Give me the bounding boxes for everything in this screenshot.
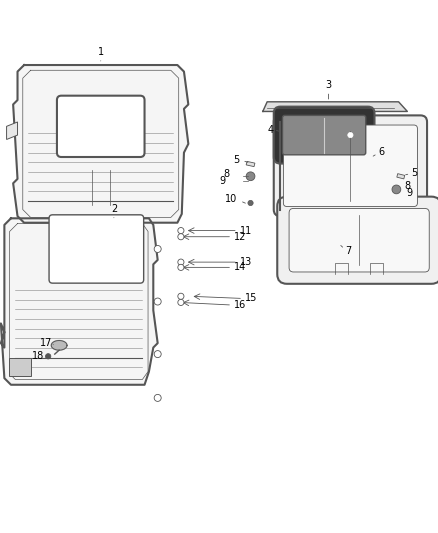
FancyBboxPatch shape xyxy=(274,107,374,164)
Text: 17: 17 xyxy=(40,338,52,348)
Polygon shape xyxy=(9,359,31,376)
Text: 7: 7 xyxy=(345,246,351,256)
FancyBboxPatch shape xyxy=(274,115,427,216)
Polygon shape xyxy=(397,174,405,179)
Text: 10: 10 xyxy=(225,194,237,204)
Circle shape xyxy=(178,293,184,300)
Text: 18: 18 xyxy=(32,351,45,361)
Text: 4: 4 xyxy=(267,125,273,135)
Circle shape xyxy=(154,351,161,358)
FancyBboxPatch shape xyxy=(289,208,429,272)
Circle shape xyxy=(248,200,253,206)
FancyBboxPatch shape xyxy=(277,197,438,284)
Polygon shape xyxy=(7,122,18,140)
Circle shape xyxy=(178,300,184,305)
Circle shape xyxy=(178,228,184,233)
Text: 2: 2 xyxy=(111,204,117,214)
Circle shape xyxy=(154,246,161,253)
Circle shape xyxy=(348,133,353,138)
Text: 12: 12 xyxy=(234,232,247,242)
Polygon shape xyxy=(51,341,67,350)
FancyBboxPatch shape xyxy=(57,96,145,157)
Text: 11: 11 xyxy=(240,225,252,236)
Text: 15: 15 xyxy=(245,294,258,303)
Polygon shape xyxy=(13,65,188,223)
FancyBboxPatch shape xyxy=(49,215,144,283)
Circle shape xyxy=(154,394,161,401)
Circle shape xyxy=(46,354,51,359)
Circle shape xyxy=(178,264,184,270)
Text: 8: 8 xyxy=(404,181,410,191)
Circle shape xyxy=(246,172,255,181)
Polygon shape xyxy=(263,102,407,111)
FancyBboxPatch shape xyxy=(283,115,366,155)
Text: 3: 3 xyxy=(325,80,332,90)
Text: 8: 8 xyxy=(223,168,229,179)
Text: 5: 5 xyxy=(233,155,240,165)
Text: 9: 9 xyxy=(406,188,413,198)
Circle shape xyxy=(154,298,161,305)
Text: 5: 5 xyxy=(411,168,417,178)
Text: 14: 14 xyxy=(234,262,247,272)
Polygon shape xyxy=(304,209,326,227)
Circle shape xyxy=(392,185,401,194)
Text: 6: 6 xyxy=(379,147,385,157)
Circle shape xyxy=(178,259,184,265)
FancyBboxPatch shape xyxy=(283,125,417,206)
Text: 9: 9 xyxy=(219,176,226,186)
Circle shape xyxy=(178,233,184,240)
Polygon shape xyxy=(1,219,158,385)
Text: 1: 1 xyxy=(98,47,104,56)
Text: 16: 16 xyxy=(234,300,247,310)
Text: 13: 13 xyxy=(240,257,252,267)
Polygon shape xyxy=(374,209,396,227)
Polygon shape xyxy=(246,161,255,167)
